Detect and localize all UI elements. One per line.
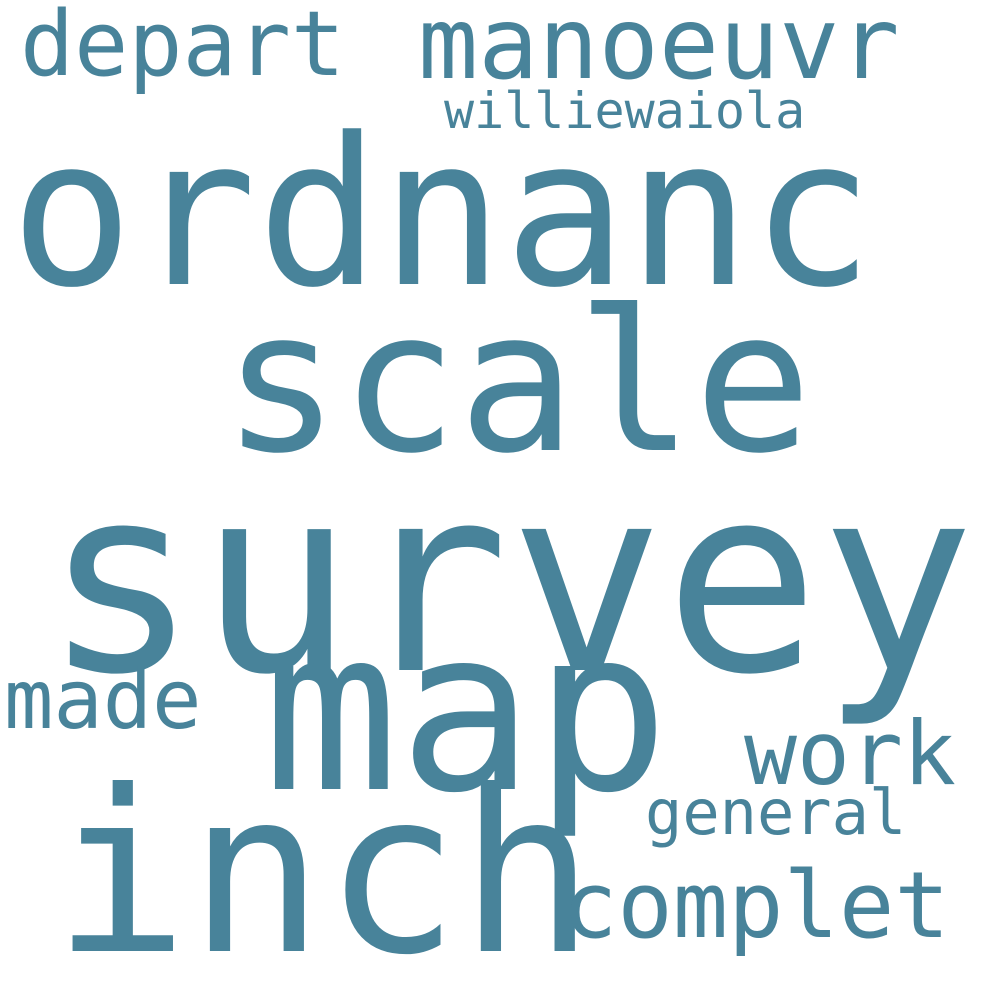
word-general: general [645, 776, 907, 849]
word-depart: depart [20, 0, 346, 97]
word-inch: inch [53, 743, 595, 1000]
word-map: map [263, 581, 670, 843]
word-williewaiola: williewaiola [444, 82, 806, 140]
word-work: work [744, 702, 956, 805]
word-survey: survey [43, 431, 975, 731]
word-complet: complet [562, 852, 950, 959]
word-manoeuvr: manoeuvr [418, 0, 900, 102]
word-made: made [4, 653, 202, 748]
word-scale: scale [222, 269, 813, 497]
word-ordnanc: ordnanc [10, 95, 874, 333]
